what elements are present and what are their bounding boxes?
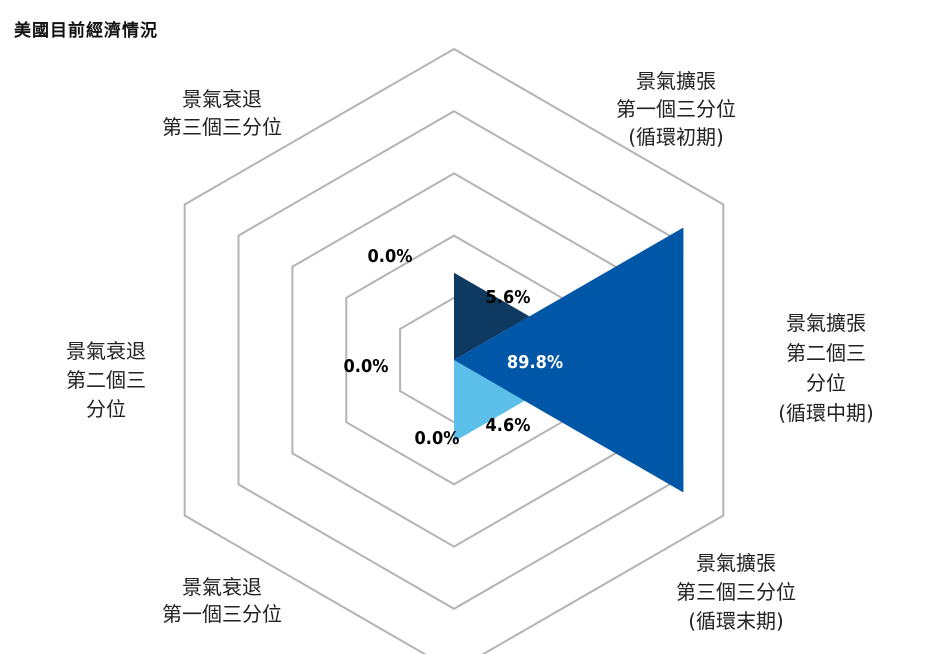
segment-label-0-line-2: 分位 — [806, 371, 846, 395]
segment-label-2-line-0: 景氣衰退 — [182, 575, 262, 599]
segment-label-3-line-2: 分位 — [86, 397, 126, 421]
sector-5 — [454, 272, 530, 360]
value-labels: 89.8% 4.6% 0.0% 0.0% 0.0% 5.6% — [344, 246, 564, 449]
segment-label-1-line-2: (循環末期) — [688, 609, 784, 633]
segment-label-0-line-1: 第二個三 — [786, 341, 866, 365]
segment-label-1-line-1: 第三個三分位 — [676, 580, 796, 604]
value-label-3: 0.0% — [344, 356, 389, 377]
value-label-5: 5.6% — [486, 287, 531, 308]
segment-label-2-line-1: 第一個三分位 — [162, 602, 282, 626]
segment-labels: 景氣擴張第二個三分位(循環中期)景氣擴張第三個三分位(循環末期)景氣衰退第一個三… — [66, 69, 874, 633]
segment-label-1-line-0: 景氣擴張 — [696, 551, 776, 575]
segment-label-5: 景氣擴張第一個三分位 (循環初期) — [616, 69, 736, 149]
segment-label-5-line-0: 景氣擴張 — [636, 69, 716, 93]
chart-title: 美國目前經濟情況 — [14, 21, 158, 41]
data-sectors — [454, 227, 684, 493]
sector-1 — [454, 360, 525, 442]
segment-label-0-line-0: 景氣擴張 — [786, 311, 866, 335]
segment-label-2: 景氣衰退第一個三分位 — [162, 575, 282, 626]
segment-label-3: 景氣衰退第二個三分位 — [66, 339, 146, 421]
segment-label-0: 景氣擴張第二個三分位 (循環中期) — [778, 311, 874, 425]
segment-label-0-line-3: (循環中期) — [778, 401, 874, 425]
segment-label-4-line-0: 景氣衰退 — [182, 87, 262, 111]
grid-ring-5 — [183, 47, 725, 654]
segment-label-3-line-0: 景氣衰退 — [66, 339, 146, 363]
value-label-2: 0.0% — [415, 428, 460, 449]
segment-label-1: 景氣擴張第三個三分位 (循環末期) — [676, 551, 796, 633]
value-label-0: 89.8% — [507, 352, 563, 373]
value-label-1: 4.6% — [486, 415, 531, 436]
segment-label-5-line-1: 第一個三分位 — [616, 97, 736, 121]
sector-0 — [454, 227, 684, 493]
segment-label-5-line-2: (循環初期) — [628, 125, 724, 149]
segment-label-4: 景氣衰退第三個三分位 — [162, 87, 282, 139]
value-label-4: 0.0% — [368, 246, 413, 267]
segment-label-3-line-1: 第二個三 — [66, 368, 146, 392]
segment-label-4-line-1: 第三個三分位 — [162, 115, 282, 139]
